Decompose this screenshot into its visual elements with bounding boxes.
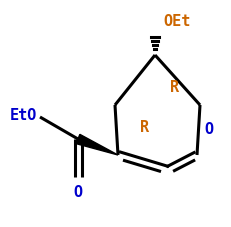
Text: O: O	[73, 185, 82, 200]
Polygon shape	[76, 134, 118, 155]
Text: EtO: EtO	[10, 108, 37, 123]
Text: R: R	[140, 119, 149, 135]
Text: O: O	[204, 123, 213, 138]
Text: R: R	[170, 79, 179, 94]
Text: OEt: OEt	[163, 14, 190, 29]
